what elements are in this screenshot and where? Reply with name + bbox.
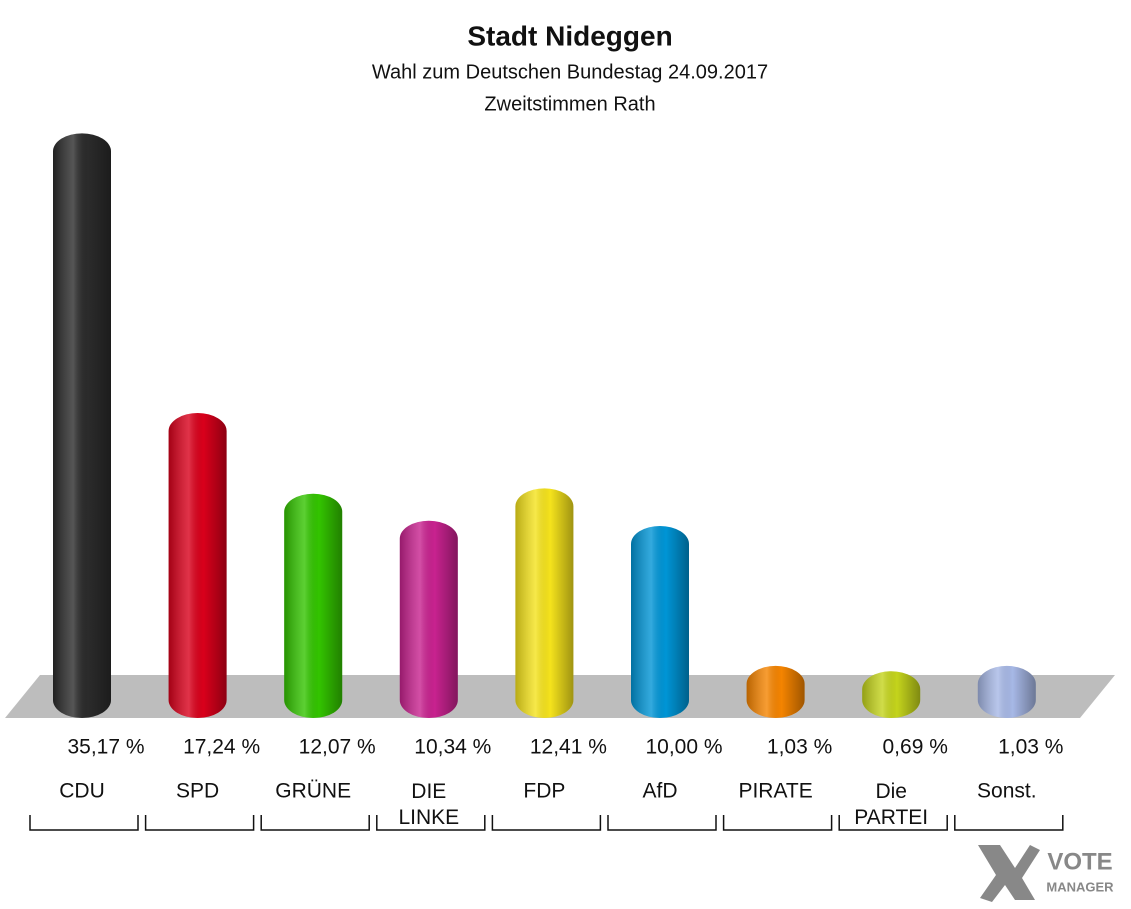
value-label: 0,69 % [883,736,948,759]
logo-text: VOTE [1047,848,1112,875]
value-label: 1,03 % [767,736,832,759]
logo: VOTE MANAGER [978,845,1114,902]
x-tick-label: DIE LINKE [398,780,459,829]
bar-shade [168,413,227,718]
x-tick-label: FDP [523,780,565,803]
x-tick-label: Die PARTEI [854,780,928,829]
value-label: 35,17 % [67,736,144,759]
logo-text: MANAGER [1046,879,1114,894]
value-label: 17,24 % [183,736,260,759]
category-bracket [29,815,139,831]
bar-shade [631,526,689,718]
x-tick-label: AfD [642,780,677,803]
value-label: 10,00 % [645,736,722,759]
value-label: 1,03 % [998,736,1063,759]
category-bracket [722,815,833,831]
chart-subtitle: Wahl zum Deutschen Bundestag 24.09.2017 [372,61,768,83]
category-bracket [954,815,1064,831]
x-tick-label: CDU [59,780,105,803]
x-tick-label: GRÜNE [275,780,351,803]
category-bracket [260,815,370,831]
value-label: 12,41 % [530,736,607,759]
category-bracket [376,815,486,831]
bar-shade [53,133,111,718]
value-label: 10,34 % [414,736,491,759]
bar-shade [862,671,921,718]
x-tick-label: SPD [176,780,219,803]
value-label: 12,07 % [299,736,376,759]
category-bracket [491,815,602,831]
chart-subtitle: Zweitstimmen Rath [484,93,655,115]
chart-title: Stadt Nideggen [467,20,672,51]
bar-shade [515,488,574,718]
bar-shade [977,665,1036,718]
category-bracket [607,815,717,831]
category-bracket [838,815,948,831]
x-tick-label: Sonst. [977,780,1037,803]
category-bracket [144,815,255,831]
logo-mark [978,845,1040,902]
bar-shade [284,493,343,718]
bar-shade [746,665,805,718]
x-tick-label: PIRATE [738,780,812,803]
bar-shade [399,520,458,718]
